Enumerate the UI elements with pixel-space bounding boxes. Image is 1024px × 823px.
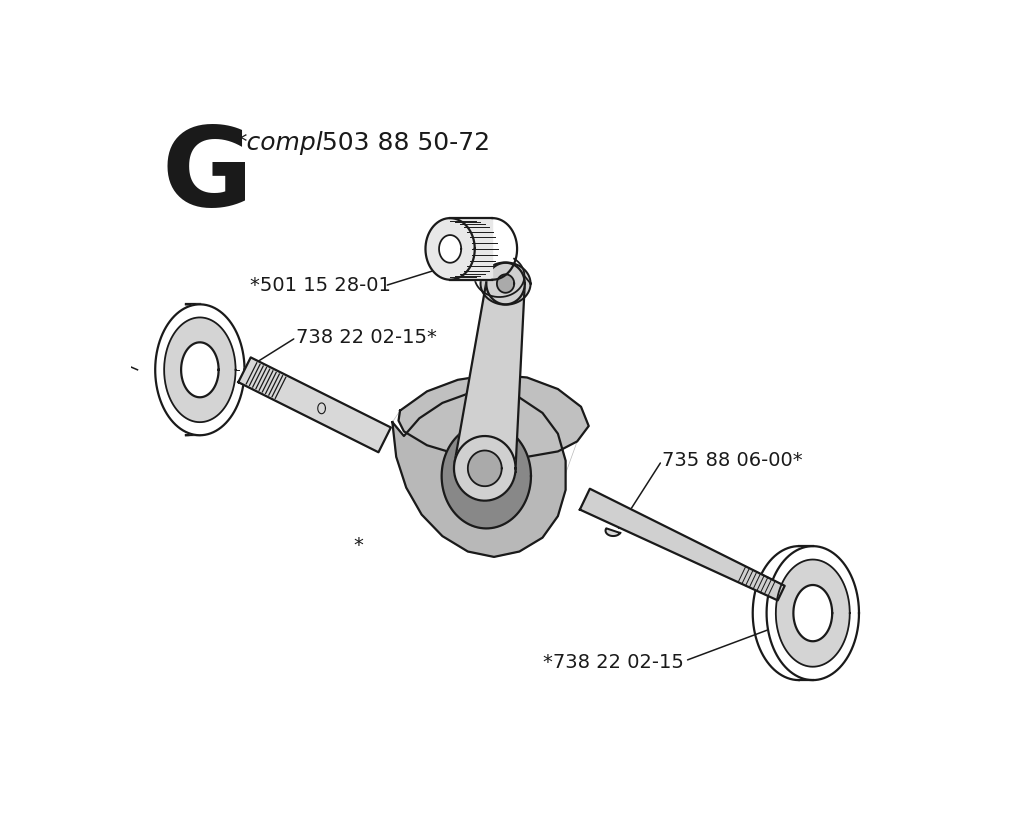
Text: *: *: [354, 536, 364, 555]
Text: *compl: *compl: [234, 131, 324, 155]
Polygon shape: [466, 453, 507, 500]
Polygon shape: [455, 281, 524, 472]
Polygon shape: [776, 560, 850, 667]
Polygon shape: [605, 528, 621, 536]
Polygon shape: [486, 263, 524, 305]
Polygon shape: [454, 436, 515, 500]
Polygon shape: [239, 357, 391, 453]
Polygon shape: [580, 489, 784, 601]
Polygon shape: [164, 318, 236, 422]
Text: *501 15 28-01: *501 15 28-01: [250, 276, 391, 295]
Polygon shape: [156, 305, 245, 435]
Text: G: G: [162, 122, 253, 229]
Polygon shape: [480, 263, 530, 305]
Polygon shape: [451, 218, 493, 280]
Polygon shape: [497, 274, 514, 293]
Text: 738 22 02-15*: 738 22 02-15*: [296, 328, 437, 347]
Polygon shape: [398, 374, 589, 459]
Text: 735 88 06-00*: 735 88 06-00*: [662, 451, 803, 470]
Text: 503 88 50-72: 503 88 50-72: [322, 131, 489, 155]
Polygon shape: [767, 546, 859, 680]
Polygon shape: [392, 392, 565, 557]
Polygon shape: [794, 585, 833, 641]
Polygon shape: [439, 235, 461, 263]
Polygon shape: [441, 424, 531, 528]
Polygon shape: [426, 218, 475, 280]
Polygon shape: [468, 450, 502, 486]
Polygon shape: [181, 342, 218, 398]
Text: *738 22 02-15: *738 22 02-15: [543, 653, 683, 672]
